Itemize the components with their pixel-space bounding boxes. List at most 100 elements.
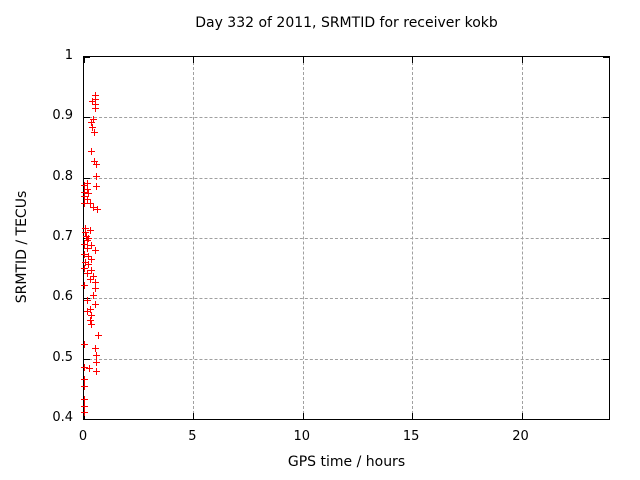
x-axis-label: GPS time / hours [287,454,406,470]
data-point-marker [88,148,96,156]
data-point-marker [90,158,98,166]
data-point-marker [88,267,96,275]
data-point-marker [80,264,88,272]
data-point-marker [91,95,99,103]
data-point-marker [83,270,91,278]
data-point-marker [91,246,99,254]
data-point-marker [91,91,99,99]
y-tick-label: 0.8 [52,168,73,184]
data-point-marker [90,291,98,299]
data-point-marker [88,311,96,319]
y-tick-label: 0.4 [52,410,73,425]
y-tick-mark-right [603,298,609,300]
y-tick-mark-left [84,117,90,119]
data-point-marker [80,250,88,258]
data-point-marker [83,244,91,252]
data-point-marker [80,395,88,403]
data-point-marker [80,188,88,196]
data-point-marker [90,272,98,280]
data-point-marker [81,224,89,232]
grid-line-horizontal [84,177,609,179]
data-point-marker [90,128,98,136]
x-tick-mark-bottom [302,413,304,419]
data-point-marker [95,331,103,339]
grid-line-horizontal [84,117,609,119]
x-tick-label: 20 [512,429,529,444]
data-point-marker [83,180,91,188]
data-point-marker [88,256,96,264]
data-point-marker [89,124,97,132]
data-point-marker [86,316,94,324]
data-point-marker [91,344,99,352]
plot-area [80,56,610,420]
x-tick-mark-top [84,57,85,63]
y-tick-label: 0.7 [52,229,73,244]
data-point-marker [80,375,88,383]
data-point-marker [86,226,94,234]
data-point-marker [86,365,94,373]
data-point-marker [83,196,91,204]
data-point-marker [91,301,99,309]
data-point-marker [91,105,99,113]
y-tick-label: 0.6 [52,289,73,305]
data-point-marker [90,203,98,211]
x-tick-mark-top [412,57,414,63]
data-point-marker [80,182,88,189]
data-point-marker [91,101,99,109]
data-point-marker [85,234,93,242]
data-point-marker [92,160,100,168]
y-tick-mark-right [603,177,609,179]
x-tick-label: 10 [293,429,311,444]
data-point-marker [93,367,101,375]
grid-line-horizontal [84,238,609,239]
data-point-marker [80,382,88,390]
data-point-marker [80,193,88,201]
data-point-marker [93,206,101,214]
y-tick-label: 0.5 [52,349,73,365]
data-point-marker [80,409,88,417]
chart-title: Day 332 of 2011, SRMTID for receiver kok… [195,15,498,31]
data-point-marker [81,258,89,266]
data-point-marker [91,278,99,286]
y-tick-mark-left [84,358,90,360]
data-point-marker [86,306,94,314]
x-tick-label: 0 [78,429,88,444]
data-point-marker [85,261,93,269]
y-tick-mark-right [603,238,609,239]
y-tick-label: 0.9 [52,108,73,124]
data-point-marker [88,242,96,250]
x-tick-mark-bottom [521,413,523,419]
grid-line-horizontal [84,298,609,300]
x-tick-label: 5 [188,429,197,444]
x-tick-mark-bottom [193,413,195,419]
grid-line-horizontal [84,358,609,360]
x-tick-mark-bottom [412,413,414,419]
data-point-marker [80,240,88,248]
y-tick-mark-right [603,117,609,119]
data-point-marker [92,358,100,366]
x-tick-mark-bottom [84,413,85,419]
data-point-marker [80,363,88,371]
y-tick-label: 1 [64,48,73,63]
data-point-marker [85,190,93,198]
data-point-marker [80,341,88,349]
data-point-marker [88,321,96,329]
data-point-marker [83,236,91,244]
x-tick-mark-top [521,57,523,63]
data-point-marker [86,200,94,208]
data-point-marker [91,284,99,292]
data-point-marker [92,183,100,191]
data-point-marker [87,118,95,126]
data-point-marker [83,296,91,304]
y-axis-label: SRMTID / TECUs [14,190,30,304]
data-point-marker [80,402,88,410]
data-point-marker [92,351,100,359]
data-point-marker [81,229,89,237]
data-point-marker [92,172,100,180]
data-point-marker [89,98,97,106]
y-tick-mark-right [603,57,609,58]
x-tick-mark-top [302,57,304,63]
y-tick-mark-left [84,57,90,58]
data-point-marker [83,308,91,316]
y-tick-mark-left [84,177,90,179]
